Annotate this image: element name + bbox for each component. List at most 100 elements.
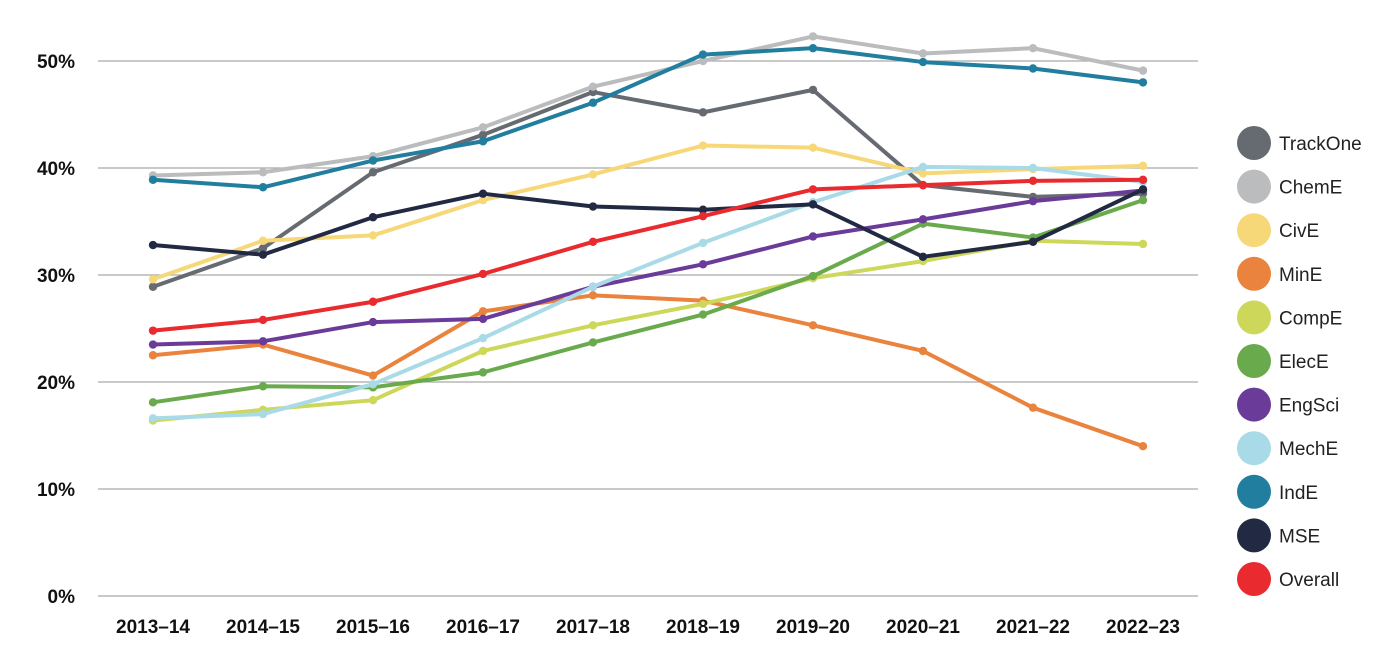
legend-item-elece: ElecE [1237,344,1329,378]
legend-swatch [1237,213,1271,248]
data-point-elece [258,382,268,391]
x-tick-label: 2015–16 [336,617,410,638]
data-point-overall [698,211,708,221]
x-tick-label: 2013–14 [116,617,190,638]
series-line-cheme [151,34,1145,178]
data-point-inde [808,43,818,53]
series-lines [148,32,1148,451]
data-point-engsci [478,314,488,324]
data-point-overall [258,315,268,325]
legend-item-engsci: EngSci [1237,387,1339,422]
legend-swatch [1237,344,1271,378]
y-tick-label: 20% [37,373,75,394]
series-line-inde [151,46,1145,190]
x-tick-label: 2017–18 [556,617,630,638]
x-axis-ticks: 2013–14 2014–15 2015–16 2016–17 2017–18 2018–… [116,617,1180,638]
data-point-cive [368,231,378,240]
x-tick-label: 2022–23 [1106,617,1180,638]
legend-swatch [1237,256,1271,291]
data-point-compe [478,346,488,356]
legend-label: EngSci [1279,396,1339,417]
data-point-elece [808,271,818,281]
data-point-mine [148,351,158,360]
data-point-meche [1028,163,1038,173]
legend-label: MinE [1279,265,1322,286]
data-point-overall [1138,175,1148,184]
data-point-mse [1028,237,1038,247]
legend-item-cive: CivE [1237,213,1319,248]
legend-swatch [1237,387,1271,422]
data-point-inde [1138,78,1148,87]
series-engsci [148,186,1148,349]
data-point-cheme [808,32,818,41]
data-point-compe [698,299,708,309]
series-inde [148,43,1148,192]
data-point-trackone [808,85,818,95]
data-point-cive [698,141,708,150]
legend-swatch [1237,169,1271,204]
legend-swatch [1237,126,1271,160]
data-point-engsci [368,317,378,327]
series-line-engsci [151,188,1145,347]
data-point-trackone [698,108,708,117]
data-point-overall [478,269,488,279]
series-cheme [148,32,1148,180]
data-point-mse [258,250,268,259]
data-point-mine [808,321,818,330]
data-point-meche [478,333,488,343]
data-point-mse [698,205,708,214]
data-point-inde [698,50,708,59]
x-tick-label: 2014–15 [226,617,300,638]
x-tick-label: 2019–20 [776,617,850,638]
data-point-cive [808,143,818,152]
data-point-overall [588,237,598,247]
series-line-compe [151,238,1145,423]
data-point-cheme [258,168,268,177]
legend-item-overall: Overall [1237,562,1339,596]
data-point-inde [918,57,928,67]
data-point-inde [588,98,598,107]
legend-item-inde: IndE [1237,474,1318,509]
data-point-mse [808,200,818,209]
data-point-meche [368,379,378,389]
data-point-mine [918,346,928,356]
data-point-meche [148,414,158,423]
data-point-cheme [1138,66,1148,75]
y-tick-label: 50% [37,52,75,73]
y-tick-label: 40% [37,159,75,180]
data-point-mse [368,213,378,222]
legend-item-compe: CompE [1237,300,1342,335]
series-cive [148,141,1148,284]
data-point-elece [588,338,598,347]
data-point-elece [698,310,708,319]
data-point-compe [588,321,598,330]
legend-label: ChemE [1279,178,1342,199]
data-point-mine [1138,442,1148,451]
y-tick-label: 30% [37,266,75,287]
legend-label: CompE [1279,308,1342,329]
legend-label: TrackOne [1279,134,1362,155]
data-point-engsci [148,340,158,349]
data-point-cive [148,275,158,284]
data-point-mse [148,240,158,250]
y-tick-label: 10% [37,480,75,501]
legend: TrackOne ChemE CivE MinE CompE ElecE EngSci Mec… [1237,126,1362,596]
data-point-mine [368,371,378,380]
data-point-compe [368,395,378,405]
x-tick-label: 2018–19 [666,617,740,638]
series-elece [148,195,1148,407]
data-point-inde [478,137,488,146]
data-point-elece [1138,195,1148,205]
legend-swatch [1237,562,1271,596]
series-mse [148,185,1148,262]
data-point-mse [478,189,488,198]
data-point-inde [368,156,378,165]
series-overall [148,175,1148,335]
data-point-mse [588,202,598,211]
legend-label: Overall [1279,570,1339,591]
data-point-meche [258,409,268,419]
data-point-meche [588,282,598,291]
x-tick-label: 2016–17 [446,617,520,638]
data-point-trackone [148,282,158,291]
